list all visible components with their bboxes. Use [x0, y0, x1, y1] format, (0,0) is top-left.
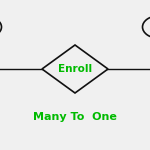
Text: C: C: [149, 22, 150, 32]
Text: Enroll: Enroll: [58, 64, 92, 74]
Text: Many To  One: Many To One: [33, 112, 117, 122]
Polygon shape: [42, 45, 108, 93]
